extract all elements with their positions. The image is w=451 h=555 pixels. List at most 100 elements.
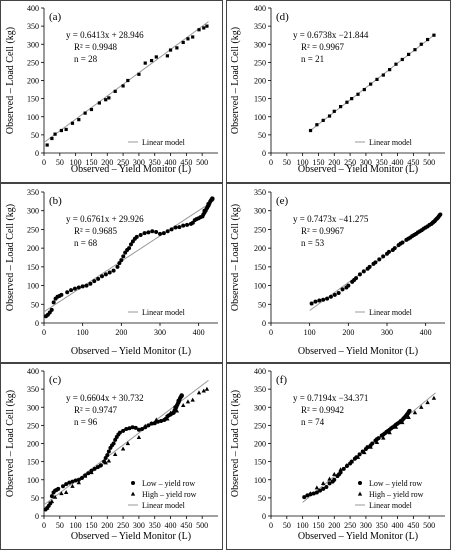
data-point-circle	[107, 270, 112, 275]
x-tick-label: 200	[342, 328, 354, 337]
y-tick-label: 150	[254, 95, 266, 104]
x-tick-label: 400	[392, 158, 404, 167]
sample-size: n = 96	[74, 417, 98, 427]
y-tick-label: 250	[27, 421, 39, 430]
data-point-circle	[328, 294, 333, 299]
data-point-triangle	[49, 499, 55, 504]
data-point-circle	[49, 307, 54, 312]
data-point-circle	[324, 485, 329, 489]
data-point-circle	[370, 441, 375, 446]
data-point-triangle	[190, 397, 195, 402]
data-point-triangle	[349, 459, 354, 464]
data-point-triangle	[308, 491, 313, 496]
data-point-triangle	[355, 454, 361, 459]
legend-swatch-circle	[358, 481, 362, 485]
data-point-triangle	[321, 480, 326, 485]
data-point-triangle	[76, 480, 81, 485]
r-squared: R² = 0.9685	[74, 226, 118, 236]
y-tick-label: 200	[254, 77, 266, 86]
x-tick-label: 150	[85, 521, 97, 530]
x-tick-label: 450	[180, 158, 192, 167]
x-tick-label: 500	[196, 521, 208, 530]
y-tick-label: 0	[35, 319, 39, 328]
x-tick-label: 100	[70, 158, 82, 167]
data-point-circle	[158, 231, 162, 236]
x-tick-label: 150	[312, 158, 324, 167]
y-tick-label: 50	[258, 300, 266, 309]
data-point-circle	[76, 285, 81, 290]
data-point-circle	[336, 291, 341, 296]
data-point-circle	[111, 441, 116, 446]
legend-label-linear: Linear model	[142, 501, 186, 510]
data-point-circle	[127, 426, 132, 431]
data-point-circle	[309, 301, 314, 306]
data-point-triangle	[412, 410, 418, 415]
data-point-circle	[332, 477, 337, 482]
x-tick-label: 400	[165, 158, 177, 167]
x-tick-label: 300	[133, 521, 145, 530]
data-point-square	[121, 84, 125, 88]
y-tick-label: 300	[27, 40, 39, 49]
data-point-circle	[51, 300, 56, 305]
legend-swatch-triangle	[357, 491, 363, 496]
data-point-circle	[105, 453, 110, 458]
data-point-square	[97, 101, 101, 105]
data-point-circle	[346, 283, 351, 288]
data-point-triangle	[344, 462, 350, 467]
data-point-circle	[127, 246, 132, 251]
y-tick-label: 250	[254, 58, 266, 67]
data-point-circle	[381, 254, 386, 259]
x-axis-label: Observed – Yield Monitor (L)	[298, 531, 418, 542]
x-tick-label: 0	[269, 158, 273, 167]
data-point-circle	[121, 428, 126, 433]
data-point-circle	[176, 398, 181, 403]
regression-equation: y = 0.6413x + 28.946	[66, 30, 144, 40]
x-tick-label: 100	[77, 328, 89, 337]
data-point-circle	[354, 276, 359, 281]
data-point-circle	[150, 229, 155, 234]
r-squared: R² = 0.9967	[301, 226, 345, 236]
y-axis-label: Observed – Load Cell (kg)	[5, 204, 16, 311]
data-point-square	[426, 37, 430, 42]
legend-label-low: Low – yield row	[142, 479, 195, 488]
data-point-square	[191, 35, 195, 39]
y-axis-label: Observed – Load Cell (kg)	[5, 390, 16, 497]
data-point-circle	[173, 405, 178, 410]
legend-label-high: High – yield row	[142, 490, 197, 499]
panel-label: (f)	[276, 374, 287, 386]
data-point-square	[126, 78, 130, 83]
data-point-triangle	[431, 395, 437, 400]
regression-equation: y = 0.6604x + 30.732	[66, 393, 144, 403]
data-point-square	[137, 72, 141, 76]
x-axis-label: Observed – Yield Monitor (L)	[71, 346, 191, 357]
data-point-circle	[134, 234, 139, 239]
y-tick-label: 300	[27, 403, 39, 412]
data-point-circle	[103, 272, 108, 277]
x-tick-label: 450	[407, 158, 419, 167]
linear-model-line	[43, 379, 209, 506]
data-point-triangle	[327, 476, 332, 481]
data-point-square	[362, 87, 366, 92]
data-point-triangle	[82, 473, 88, 478]
x-tick-label: 300	[381, 328, 393, 337]
data-point-circle	[154, 230, 159, 235]
x-tick-label: 200	[328, 521, 340, 530]
data-point-square	[77, 118, 81, 122]
data-point-triangle	[201, 388, 206, 393]
data-point-triangle	[196, 390, 202, 395]
sample-size: n = 68	[74, 238, 98, 248]
data-point-triangle	[97, 463, 102, 468]
x-tick-label: 200	[328, 158, 340, 167]
x-tick-label: 450	[180, 521, 192, 530]
data-point-square	[64, 127, 68, 132]
x-tick-label: 50	[283, 521, 291, 530]
sample-size: n = 28	[74, 54, 98, 64]
data-point-circle	[119, 258, 124, 263]
y-tick-label: 350	[27, 385, 39, 394]
data-point-triangle	[374, 440, 380, 445]
data-point-triangle	[149, 421, 154, 426]
data-point-square	[59, 128, 63, 133]
y-tick-label: 200	[27, 244, 39, 253]
